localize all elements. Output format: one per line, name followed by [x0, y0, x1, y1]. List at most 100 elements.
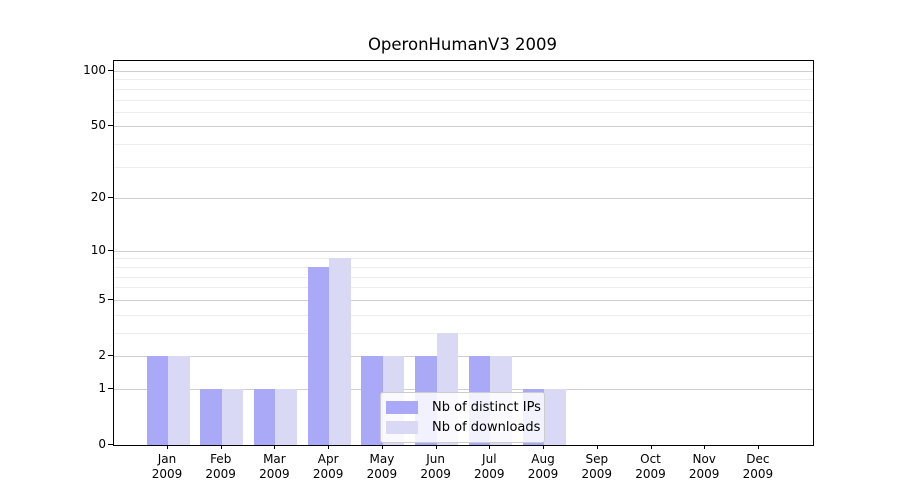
legend-item-downloads: Nb of downloads [386, 417, 541, 437]
x-tick-year: 2009 [259, 467, 290, 481]
gridline-major [114, 250, 813, 252]
x-tick-year: 2009 [635, 467, 666, 481]
x-tick-label: Feb 2009 [193, 452, 249, 482]
x-tick-label: Dec 2009 [730, 452, 786, 482]
y-tick-mark [108, 387, 113, 389]
plot-area [113, 60, 814, 446]
x-tick-month: Mar [263, 452, 286, 466]
x-tick-month: Oct [640, 452, 661, 466]
y-tick-label: 20 [90, 190, 106, 205]
x-tick-mark [543, 445, 544, 449]
x-tick-label: Sep 2009 [569, 452, 625, 482]
x-tick-label: Apr 2009 [300, 452, 356, 482]
bar-downloads [275, 388, 297, 445]
x-tick-month: Apr [317, 452, 339, 466]
x-tick-year: 2009 [742, 467, 774, 481]
x-tick-label: Aug 2009 [515, 452, 571, 482]
bar-distinct-ips [253, 388, 276, 445]
gridline-minor [114, 111, 813, 113]
x-tick-mark [220, 445, 222, 449]
y-tick-label: 1 [98, 380, 106, 395]
y-tick-mark [108, 197, 113, 199]
y-tick-mark [108, 355, 113, 356]
gridline-major [114, 299, 813, 301]
gridline-minor [114, 144, 813, 146]
bar-downloads [329, 258, 351, 445]
x-tick-month: Jul [482, 452, 497, 466]
y-tick-label: 100 [83, 63, 106, 77]
x-tick-month: Aug [531, 452, 555, 466]
bar-downloads [168, 356, 190, 445]
legend: Nb of distinct IPs Nb of downloads [380, 392, 545, 443]
gridline-minor [114, 99, 813, 101]
gridline-minor [114, 88, 813, 90]
gridline-major [114, 126, 813, 128]
legend-label-downloads: Nb of downloads [432, 419, 541, 435]
y-tick-mark [108, 125, 113, 127]
x-tick-year: 2009 [205, 467, 236, 481]
y-tick-label: 2 [98, 348, 106, 362]
y-tick-mark [108, 70, 113, 71]
x-tick-month: Feb [210, 452, 232, 466]
gridline-minor [114, 276, 813, 278]
x-tick-label: May 2009 [354, 452, 410, 482]
x-tick-mark [757, 445, 759, 449]
y-tick-label: 10 [90, 242, 106, 257]
x-tick-mark [489, 445, 491, 449]
gridline-minor [114, 79, 813, 81]
x-tick-mark [435, 445, 437, 449]
gridline-minor [114, 258, 813, 260]
y-tick-label: 5 [98, 291, 106, 306]
gridline-major [114, 198, 813, 200]
x-tick-year: 2009 [151, 467, 183, 481]
bar-distinct-ips [200, 388, 222, 445]
legend-swatch-distinct-ips [386, 400, 418, 414]
x-tick-label: Jun 2009 [408, 452, 464, 482]
gridline-minor [114, 332, 813, 334]
bar-downloads [221, 388, 244, 445]
x-tick-month: Jan [157, 452, 177, 466]
chart-title: OperonHumanV3 2009 [367, 35, 558, 54]
x-tick-year: 2009 [312, 467, 344, 481]
gridline-minor [114, 166, 813, 168]
x-tick-year: 2009 [581, 467, 613, 481]
x-tick-mark [650, 445, 652, 449]
gridline-major [114, 356, 813, 357]
gridline-minor [114, 287, 813, 289]
x-tick-label: Oct 2009 [623, 452, 679, 482]
x-tick-month: May [369, 452, 395, 466]
x-tick-year: 2009 [420, 467, 451, 481]
x-tick-label: Jan 2009 [139, 452, 195, 482]
y-tick-label: 50 [90, 118, 106, 133]
x-tick-year: 2009 [688, 467, 720, 481]
x-tick-mark [274, 445, 276, 449]
y-tick-mark [108, 298, 113, 300]
gridline-major [114, 388, 813, 390]
gridline-minor [114, 314, 813, 316]
legend-item-distinct-ips: Nb of distinct IPs [386, 397, 541, 417]
x-tick-label: Jul 2009 [461, 452, 517, 482]
bar-distinct-ips [307, 266, 330, 445]
x-tick-mark [596, 445, 598, 449]
gridline-minor [114, 266, 813, 268]
x-tick-month: Sep [585, 452, 609, 466]
y-tick-mark [108, 249, 113, 251]
x-tick-mark [381, 445, 383, 449]
x-tick-year: 2009 [474, 467, 505, 481]
x-tick-year: 2009 [366, 467, 398, 481]
x-tick-label: Mar 2009 [246, 452, 302, 482]
legend-swatch-downloads [386, 420, 418, 434]
legend-label-distinct-ips: Nb of distinct IPs [432, 399, 541, 415]
y-tick-mark [108, 444, 113, 445]
bar-downloads [544, 388, 566, 445]
gridline-major [114, 71, 813, 72]
x-tick-month: Nov [692, 452, 716, 466]
y-tick-label: 0 [98, 437, 106, 451]
x-tick-month: Jun [426, 452, 445, 466]
x-tick-month: Dec [746, 452, 770, 466]
x-tick-label: Nov 2009 [676, 452, 732, 482]
x-tick-mark [167, 445, 168, 449]
x-tick-year: 2009 [527, 467, 559, 481]
bar-distinct-ips [361, 356, 383, 445]
